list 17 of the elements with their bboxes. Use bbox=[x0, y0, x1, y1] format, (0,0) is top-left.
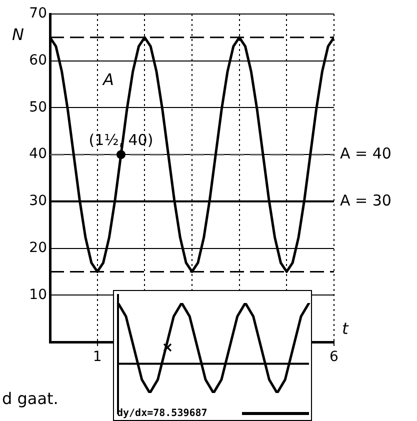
x-tick-label: 6 bbox=[330, 349, 339, 366]
ref-line-label: A = 30 bbox=[340, 191, 392, 210]
annotation: (1½, 40) bbox=[88, 130, 154, 149]
y-axis-title: N bbox=[12, 25, 24, 44]
y-tick-label: 40 bbox=[29, 146, 47, 162]
y-tick-label: 70 bbox=[29, 6, 47, 22]
y-tick-label: 10 bbox=[29, 286, 47, 303]
y-tick-label: 20 bbox=[29, 240, 47, 256]
y-tick-label: 60 bbox=[29, 52, 47, 68]
y-tick-label: 50 bbox=[29, 99, 47, 116]
text: d gaat. bbox=[2, 389, 58, 408]
x-tick-label: 1 bbox=[92, 349, 102, 366]
annotation: A bbox=[103, 70, 114, 89]
ref-line-label: A = 40 bbox=[340, 144, 392, 162]
x-axis-title: t bbox=[342, 319, 349, 338]
y-tick-label: 30 bbox=[29, 193, 47, 210]
text: dy/dx=78.539687 bbox=[117, 408, 208, 419]
